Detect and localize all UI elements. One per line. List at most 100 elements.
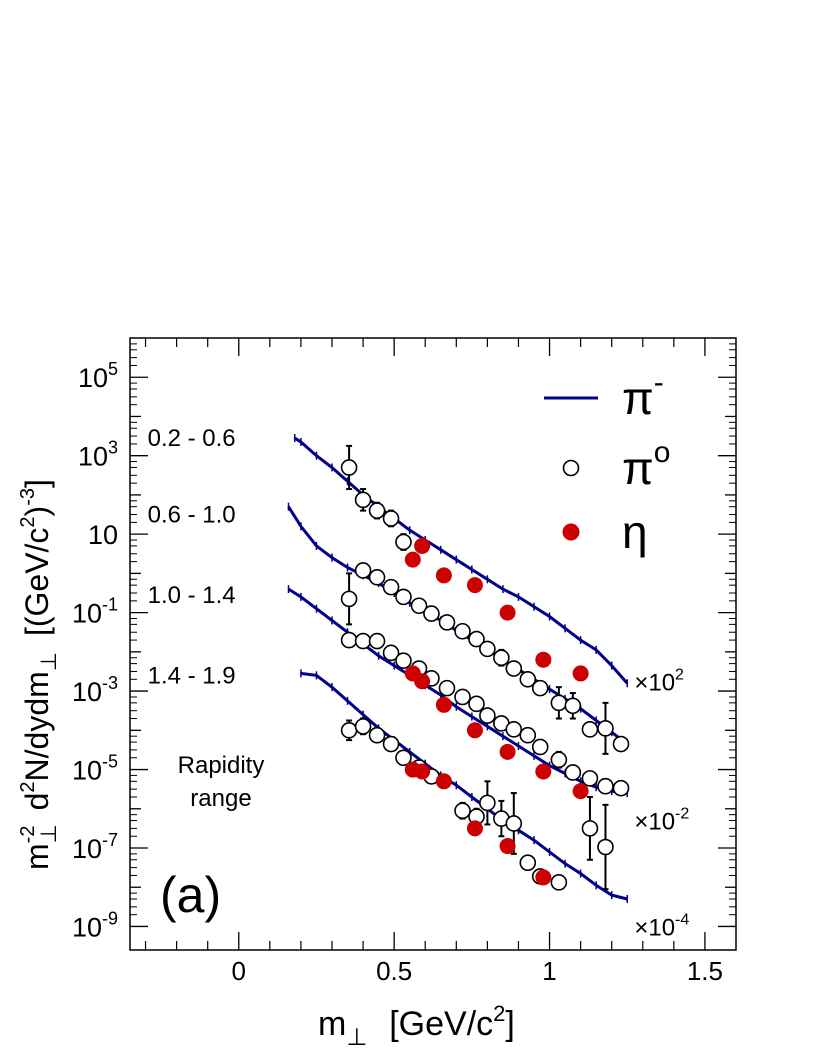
eta-point: [499, 604, 516, 621]
pi0-point: [382, 735, 400, 753]
legend-superscript: o: [654, 436, 671, 469]
eta-point: [572, 665, 589, 682]
y-title-unit-sup1: 2: [17, 516, 39, 527]
x-tick-label: 0.5: [376, 956, 412, 986]
y-tick-label: 105: [78, 359, 118, 393]
pi0-point: [581, 770, 599, 787]
pi0-point: [531, 679, 549, 697]
pi0-point: [454, 802, 471, 820]
pi0-point: [531, 738, 549, 756]
legend-label-pi0: πo: [622, 436, 670, 494]
eta-point: [404, 551, 421, 568]
pi0-point: [438, 679, 456, 697]
rapidity-label-3: 1.0 - 1.4: [148, 582, 236, 609]
pi0-point: [564, 697, 582, 715]
pi0-point: [382, 510, 400, 527]
pi0-point: [395, 749, 412, 767]
rapidity-labels: 0.2 - 0.6 0.6 - 1.0 1.0 - 1.4 1.4 - 1.9: [148, 425, 236, 689]
pi0-point: [505, 721, 523, 738]
scale-label-text: ×10: [634, 669, 675, 696]
y-title-m: m: [19, 843, 55, 870]
eta-point: [466, 820, 483, 837]
pi0-point: [479, 794, 496, 812]
y-tick-base: 10: [72, 599, 102, 629]
pi0-point: [368, 502, 386, 519]
y-tick-base: 10: [72, 834, 102, 864]
y-tick-exponent: -7: [102, 830, 118, 850]
pi0-point: [550, 874, 568, 891]
eta-point: [414, 537, 431, 554]
y-title-n: N/dydm: [19, 671, 55, 781]
y-tick-label: 10-7: [72, 830, 118, 864]
panel-label: (a): [160, 867, 221, 923]
y-tick-exponent: 3: [108, 438, 118, 458]
eta-point: [435, 773, 452, 790]
pi0-point: [468, 630, 485, 648]
pi0-point: [597, 777, 614, 795]
x-tick-label: 1: [542, 956, 556, 986]
scale-label-exponent: -2: [675, 806, 689, 823]
pi0-point: [410, 597, 428, 615]
y-tick-base: 10: [72, 912, 102, 942]
pi0-point: [368, 726, 386, 744]
x-title-unit-end: ]: [505, 1005, 514, 1043]
legend-symbol: π: [622, 442, 654, 494]
y-tick-base: 10: [78, 442, 108, 472]
pi0-point: [354, 632, 372, 650]
pi0-point: [505, 815, 523, 832]
legend-swatch-pi0: [562, 459, 580, 477]
scale-label-exponent: -4: [675, 911, 689, 928]
eta-point: [466, 722, 483, 739]
y-title-unit-end: ]: [19, 479, 55, 488]
pi0-point: [368, 632, 386, 650]
pi0-point: [454, 622, 471, 640]
legend-label-eta: η: [622, 506, 648, 558]
pi0-point: [581, 721, 599, 738]
eta-point: [499, 838, 516, 855]
y-tick-exponent: -1: [102, 595, 118, 615]
y-title-d: d: [19, 793, 55, 811]
y-tick-exponent: 5: [108, 359, 118, 379]
eta-series: [404, 537, 589, 886]
eta-point: [435, 567, 452, 584]
plot-frame: [129, 337, 737, 951]
legend-superscript: -: [654, 366, 664, 399]
scale-label-text: ×10: [634, 809, 675, 836]
pi0-point: [493, 649, 510, 667]
scale-label-text: ×10: [634, 914, 675, 941]
pi0-point: [340, 722, 358, 739]
scale-label-2: ×10-2: [634, 806, 689, 836]
svg-text:m-2⊥d2N/dydm⊥[(GeV/c2)-3]: m-2⊥d2N/dydm⊥[(GeV/c2)-3]: [17, 479, 61, 870]
eta-point: [572, 783, 589, 800]
pi0-point: [519, 854, 537, 872]
pi0-point: [479, 707, 496, 724]
y-tick-exponent: -5: [102, 752, 118, 772]
rapidity-label-2: 0.6 - 1.0: [148, 502, 236, 529]
y-tick-base: 10: [72, 677, 102, 707]
pi0-point: [519, 726, 537, 744]
eta-point: [414, 673, 431, 690]
legend: π - πo η: [544, 366, 670, 558]
pi0-point: [454, 688, 471, 706]
eta-point: [499, 743, 516, 760]
y-tick-label: 10: [88, 520, 118, 550]
rapidity-label-1: 0.2 - 0.6: [148, 425, 236, 452]
x-tick-label: 1.5: [687, 956, 723, 986]
y-title-d-sup: 2: [17, 781, 39, 792]
rapidity-caption-line1: Rapidity: [178, 752, 265, 779]
y-tick-exponent: -9: [102, 908, 118, 928]
pi0-point: [368, 569, 386, 586]
legend-swatch-eta: [562, 523, 580, 541]
pi0-point: [612, 779, 630, 797]
legend-symbol: η: [622, 506, 648, 558]
pi0-point: [395, 588, 412, 606]
y-title-m-sup: -2: [17, 826, 39, 844]
pi0-point: [395, 652, 412, 669]
pi0-point: [354, 718, 372, 735]
y-tick-label: 10-3: [72, 673, 118, 707]
y-tick-label: 10-5: [72, 752, 118, 786]
y-tick-exponent: -3: [102, 673, 118, 693]
pi0-point: [382, 644, 400, 662]
x-tick-label: 0: [232, 956, 246, 986]
y-title-unit-close: ): [19, 506, 55, 517]
